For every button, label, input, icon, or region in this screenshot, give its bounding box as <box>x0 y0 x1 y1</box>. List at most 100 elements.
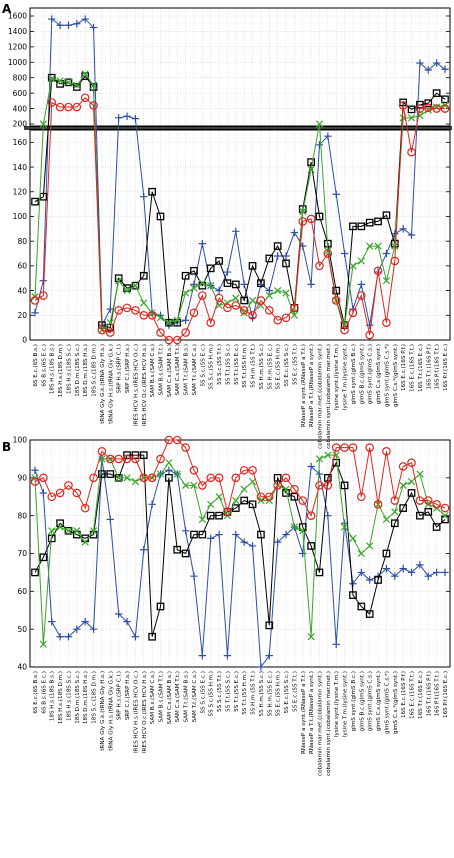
panel-a-point-red <box>348 308 358 318</box>
panel-a-point-green <box>374 242 382 250</box>
panel-a-point-red <box>315 261 324 271</box>
panel-a-point-green <box>165 319 173 327</box>
panel-b-point-blue <box>223 651 232 660</box>
panel-a-point-red <box>223 303 232 313</box>
x-category-label: 18S H.s.(18S D.m.) <box>58 344 64 397</box>
panel-a-point-red <box>323 249 333 258</box>
x-category-label: SAM T.t.(SAM B.s.) <box>184 671 190 722</box>
panel-b-point-black <box>382 549 391 558</box>
panel-a-point-black <box>407 105 416 114</box>
panel-a-point-red <box>373 266 383 276</box>
x-category-label: 16S P.f.(16S T.t.) <box>435 344 441 389</box>
x-category-label: 5S H.m.(5S S.c.) <box>259 344 265 389</box>
panel-a-y-tick-label: 1200 <box>8 43 27 52</box>
x-category-label: glmS C.s.(glmS synt.) <box>376 344 382 404</box>
panel-a-point-green <box>349 262 357 270</box>
panel-b-point-blue <box>399 564 407 573</box>
panel-b-y-tick-label: 40 <box>17 663 27 672</box>
panel-a-point-red <box>390 256 400 266</box>
panel-b-point-red <box>298 496 308 505</box>
panel-b-point-blue <box>64 633 73 641</box>
x-category-label: cobalamin synt.(cobalamin mar.met.) <box>326 344 332 449</box>
panel-a-point-green <box>48 74 56 83</box>
x-category-label: 5S S.c.(5S H.m.) <box>209 344 215 389</box>
panel-b-point-blue <box>39 489 48 497</box>
panel-a-point-blue <box>48 15 56 23</box>
panel-b-chart: 40 50 60 70 80 90 100 6S E.c.(6S B.s.) 6S B.s.(6… <box>13 435 451 776</box>
panel-a-point-red <box>80 93 90 103</box>
panel-b-point-red <box>206 473 216 483</box>
panel-b-point-red <box>256 492 266 502</box>
panel-b-point-red <box>357 492 366 502</box>
x-category-label: 18S D.m.(18S H.s.) <box>83 344 89 397</box>
panel-b-point-blue <box>106 515 115 524</box>
x-category-label: RNaseP a synt.(RNaseP a T.t.) <box>301 344 307 427</box>
panel-b-point-black <box>340 481 349 490</box>
panel-b-point-red <box>156 454 165 464</box>
panel-a-point-black <box>432 89 441 97</box>
x-category-label: 5S H.m.(5S T.t.) <box>251 344 257 388</box>
panel-a-point-blue <box>232 227 240 235</box>
x-category-label: lysine synt.(lysine T.m.) <box>334 671 340 737</box>
panel-b-point-red <box>273 481 282 490</box>
panel-a-point-green <box>106 319 114 327</box>
panel-b-point-green <box>416 470 424 478</box>
panel-a-point-red <box>273 315 282 325</box>
panel-b-point-blue <box>332 640 340 648</box>
x-category-label: tRNA Gly H.s.(tRNA Gly G.k.) <box>108 671 114 751</box>
x-category-label: tRNA Gly G.k.(tRNA Gly H.s.) <box>100 344 106 424</box>
x-category-label: glmS B.c.(glmS synt.) <box>359 344 365 404</box>
panel-b-point-green <box>240 485 248 493</box>
panel-b-point-blue <box>131 633 140 641</box>
panel-a-y-tick-label: 80 <box>17 237 27 246</box>
panel-b-point-red <box>80 503 90 513</box>
panel-a-point-red <box>256 296 266 305</box>
panel-a-point-red <box>357 291 366 300</box>
panel-b-point-black <box>399 504 408 512</box>
panel-a-point-black <box>374 217 382 226</box>
panel-b-point-red <box>398 462 408 471</box>
panel-b-point-red <box>323 481 333 490</box>
panel-a-y-tick-label: 20 <box>17 311 27 320</box>
panel-a-point-red <box>172 335 182 345</box>
panel-b-point-black <box>106 470 115 478</box>
panel-b-point-green <box>391 508 399 516</box>
panel-a-point-green <box>248 296 257 305</box>
panel-b-point-black <box>257 530 265 539</box>
panel-b-point-blue <box>198 651 207 660</box>
panel-a-point-blue <box>131 114 140 123</box>
panel-a-chart: 200 400 600 800 1000 1200 1400 1600 0 20 40 60 80 100… <box>8 7 452 449</box>
x-category-label: 18S H.s.(18S S.c.) <box>66 344 72 394</box>
panel-b-point-black <box>424 508 433 516</box>
panel-b-point-green <box>181 481 190 490</box>
panel-a-series-green <box>31 70 449 334</box>
panel-a-point-green <box>307 165 315 174</box>
panel-b-point-black <box>173 545 182 554</box>
panel-b-point-red <box>39 473 48 483</box>
panel-b-point-blue <box>248 542 257 550</box>
panel-b-point-black <box>165 473 173 482</box>
panel-a-point-blue <box>223 268 232 276</box>
panel-b-point-blue <box>81 617 89 626</box>
x-category-label: 18S H.s.(18S S.c.) <box>66 671 72 721</box>
panel-a-point-black <box>282 259 290 268</box>
x-category-label: 18S S.c.(18S D.m.) <box>92 671 98 724</box>
panel-b-point-blue <box>441 568 449 577</box>
x-category-label: 18S H.s.(18S B.s.) <box>50 344 56 394</box>
panel-a-point-green <box>89 81 98 90</box>
panel-a-point-blue <box>273 252 282 260</box>
panel-a-point-blue <box>114 114 123 122</box>
x-category-label: IRES HCV O.c.(IRES HCV H.s.) <box>142 671 148 753</box>
panel-b-point-blue <box>240 538 248 546</box>
x-category-label: 5S H.m.(5S T.t.) <box>251 671 257 715</box>
x-category-label: 16S P.f.(16S E.c.) <box>443 671 449 718</box>
panel-b-point-red <box>348 443 358 452</box>
panel-a-point-blue <box>324 132 332 140</box>
panel-b-point-black <box>31 568 39 577</box>
panel-b-point-green <box>156 470 165 478</box>
panel-b-point-black <box>324 473 332 482</box>
panel-b-point-green <box>123 474 131 482</box>
panel-b-point-red <box>440 503 450 513</box>
panel-a-point-red <box>156 328 165 337</box>
x-category-label: 6S B.s.(6S E.c.) <box>41 344 47 387</box>
